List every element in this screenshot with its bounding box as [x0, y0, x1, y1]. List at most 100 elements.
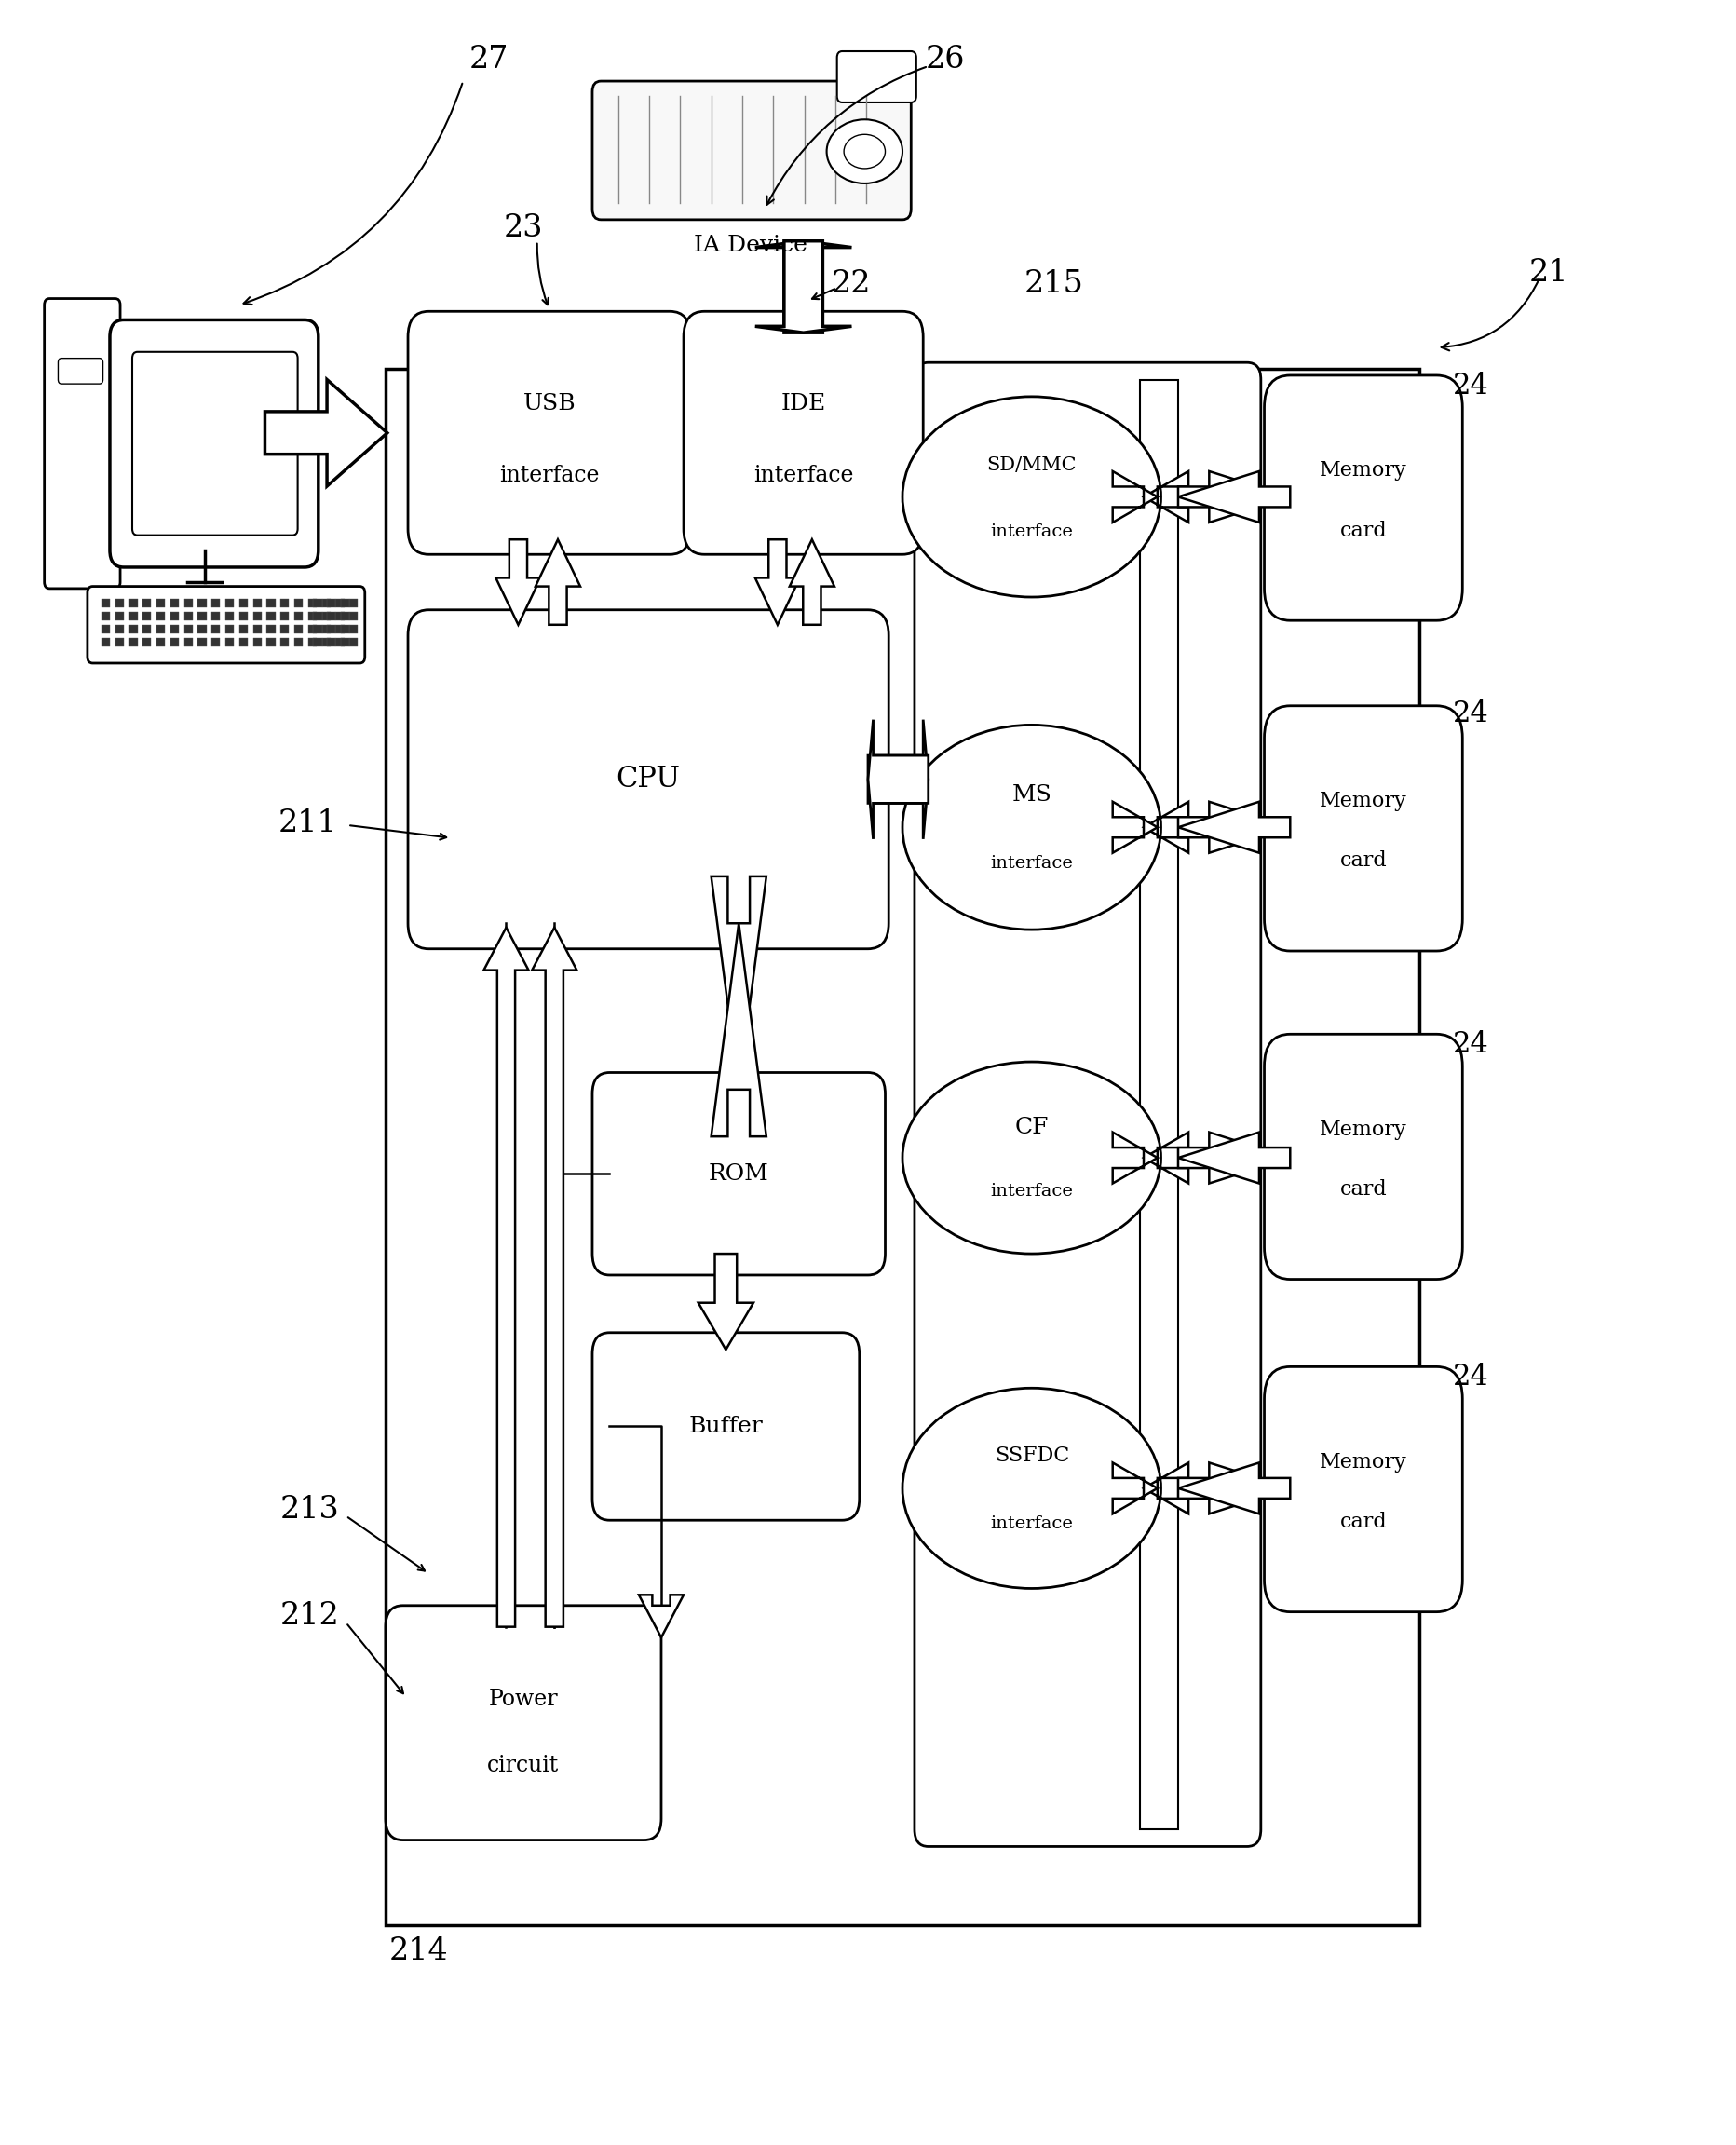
Bar [128, 624, 137, 633]
Ellipse shape [844, 135, 885, 169]
Text: Memory: Memory [1319, 1452, 1408, 1471]
Bar [253, 637, 262, 646]
Bar [101, 598, 109, 607]
Bar [326, 611, 335, 620]
FancyBboxPatch shape [132, 352, 297, 536]
Text: 215: 215 [1024, 268, 1083, 298]
Text: 214: 214 [389, 1937, 448, 1965]
Bar [226, 611, 234, 620]
Polygon shape [1144, 472, 1189, 523]
Bar [198, 637, 207, 646]
Polygon shape [1144, 1463, 1189, 1514]
Text: 22: 22 [832, 268, 870, 298]
Bar [240, 624, 248, 633]
Bar [101, 637, 109, 646]
Bar [326, 598, 335, 607]
Bar [128, 611, 137, 620]
Text: SSFDC: SSFDC [995, 1446, 1069, 1467]
Text: 212: 212 [279, 1602, 339, 1630]
Bar [293, 611, 302, 620]
Bar [226, 637, 234, 646]
Bar [321, 624, 330, 633]
Bar [142, 611, 151, 620]
Text: interface: interface [990, 1184, 1073, 1199]
Bar [184, 624, 193, 633]
Bar [101, 611, 109, 620]
FancyBboxPatch shape [87, 586, 365, 663]
Bar [115, 624, 123, 633]
FancyBboxPatch shape [45, 298, 120, 588]
Bar [198, 624, 207, 633]
Bar [326, 624, 335, 633]
Polygon shape [1179, 1463, 1290, 1514]
Bar [293, 598, 302, 607]
Bar [212, 624, 220, 633]
Bar [340, 611, 349, 620]
Bar [156, 598, 165, 607]
Polygon shape [868, 719, 929, 839]
Bar [307, 611, 316, 620]
Bar [170, 624, 179, 633]
FancyBboxPatch shape [1264, 1366, 1462, 1611]
Bar [281, 598, 290, 607]
FancyBboxPatch shape [109, 320, 318, 566]
Bar [142, 637, 151, 646]
Bar [156, 624, 165, 633]
Text: card: card [1340, 521, 1387, 541]
Text: 23: 23 [503, 212, 543, 242]
Bar [226, 624, 234, 633]
Text: 211: 211 [278, 809, 337, 839]
Polygon shape [1179, 472, 1290, 523]
Text: Power: Power [488, 1688, 559, 1710]
Text: 24: 24 [1453, 1362, 1489, 1392]
Bar [198, 611, 207, 620]
Bar [293, 637, 302, 646]
FancyBboxPatch shape [1264, 1034, 1462, 1278]
Bar [115, 637, 123, 646]
Polygon shape [531, 927, 576, 1626]
Bar [312, 637, 321, 646]
Bar [170, 637, 179, 646]
Bar [281, 637, 290, 646]
Bar [170, 598, 179, 607]
Polygon shape [535, 541, 580, 624]
Bar [385, 369, 1420, 1926]
Bar [253, 624, 262, 633]
Polygon shape [1179, 1133, 1290, 1184]
Text: interface: interface [500, 463, 599, 485]
Bar [335, 624, 344, 633]
Text: USB: USB [523, 393, 576, 414]
Bar [340, 624, 349, 633]
Polygon shape [712, 877, 766, 1090]
Bar [253, 611, 262, 620]
Polygon shape [1113, 472, 1158, 523]
Polygon shape [1179, 1463, 1290, 1514]
FancyBboxPatch shape [1264, 706, 1462, 950]
Ellipse shape [903, 1062, 1161, 1253]
Text: 26: 26 [925, 45, 965, 75]
Text: SD/MMC: SD/MMC [986, 457, 1076, 474]
Ellipse shape [903, 397, 1161, 596]
Bar [101, 624, 109, 633]
Bar [198, 598, 207, 607]
Ellipse shape [903, 1388, 1161, 1589]
Text: Buffer: Buffer [689, 1416, 764, 1437]
Polygon shape [1144, 1133, 1189, 1184]
Bar [340, 637, 349, 646]
Polygon shape [1113, 1133, 1158, 1184]
Bar [240, 637, 248, 646]
Bar [184, 637, 193, 646]
Polygon shape [790, 541, 835, 624]
Bar [321, 598, 330, 607]
Text: interface: interface [990, 1514, 1073, 1532]
Text: interface: interface [753, 463, 854, 485]
Text: ROM: ROM [708, 1163, 769, 1184]
FancyBboxPatch shape [385, 1604, 661, 1840]
Bar [281, 611, 290, 620]
Bar [253, 598, 262, 607]
FancyBboxPatch shape [408, 609, 889, 948]
Bar [128, 637, 137, 646]
FancyBboxPatch shape [684, 311, 924, 553]
Bar [267, 637, 276, 646]
Polygon shape [1113, 802, 1158, 854]
